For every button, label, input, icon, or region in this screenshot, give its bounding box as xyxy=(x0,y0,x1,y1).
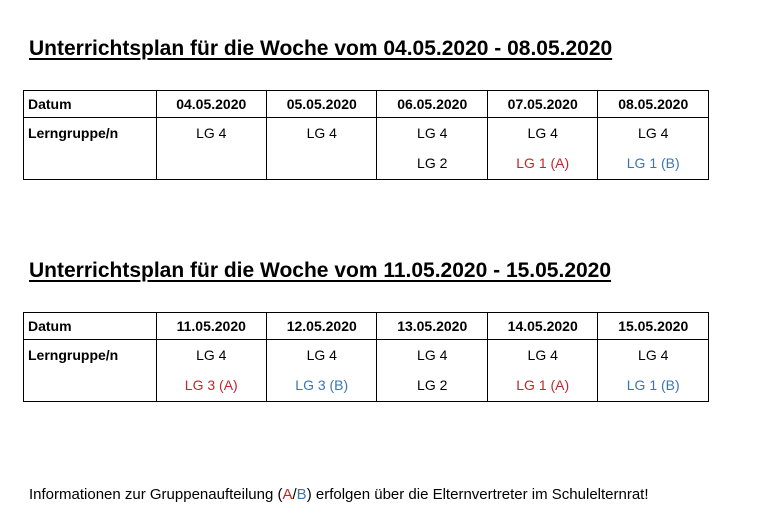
groups-cell: LG 4 LG 1 (B) xyxy=(597,339,709,402)
week1-schedule-table: Datum 04.05.2020 05.05.2020 06.05.2020 0… xyxy=(23,90,709,180)
groups-cell: LG 4 xyxy=(155,117,268,180)
group-entry: LG 4 xyxy=(527,125,558,141)
groups-cell: LG 4 LG 3 (B) xyxy=(265,339,378,402)
group-entry: LG 4 xyxy=(306,347,337,363)
groups-cell: LG 4 LG 1 (A) xyxy=(486,117,599,180)
group-entry: LG 4 xyxy=(638,125,669,141)
table-row: Lerngruppe/n LG 4 LG 3 (A) LG 4 LG 3 (B)… xyxy=(23,339,709,402)
groups-cell: LG 4 LG 2 xyxy=(376,117,488,180)
footer-note: Informationen zur Gruppenaufteilung (A/B… xyxy=(29,486,649,503)
groups-cell: LG 4 LG 1 (B) xyxy=(597,117,709,180)
group-entry: LG 4 xyxy=(417,125,448,141)
groups-cell: LG 4 LG 3 (A) xyxy=(155,339,268,402)
groups-cell: LG 4 xyxy=(265,117,378,180)
groups-row-label-cell: Lerngruppe/n xyxy=(23,117,157,180)
groups-row-label: Lerngruppe/n xyxy=(28,125,119,141)
week1-title: Unterrichtsplan für die Woche vom 04.05.… xyxy=(29,37,613,60)
group-entry-b: LG 3 (B) xyxy=(295,377,349,393)
date-row-label: Datum xyxy=(23,312,157,340)
group-entry: LG 4 xyxy=(196,125,227,141)
date-cell: 14.05.2020 xyxy=(486,312,599,340)
table-row: Datum 04.05.2020 05.05.2020 06.05.2020 0… xyxy=(23,90,709,118)
date-row-label: Datum xyxy=(23,90,157,118)
group-entry-b: LG 1 (B) xyxy=(626,377,680,393)
date-cell: 08.05.2020 xyxy=(597,90,709,118)
footer-text-after: ) erfolgen über die Elternvertreter im S… xyxy=(306,486,649,503)
group-entry: LG 4 xyxy=(527,347,558,363)
table-row: Datum 11.05.2020 12.05.2020 13.05.2020 1… xyxy=(23,312,709,340)
group-entry-a: LG 1 (A) xyxy=(516,155,570,171)
footer-text-before: Informationen zur Gruppenaufteilung ( xyxy=(29,486,283,503)
groups-row-label-cell: Lerngruppe/n xyxy=(23,339,157,402)
date-cell: 13.05.2020 xyxy=(376,312,488,340)
footer-group-a: A xyxy=(282,486,293,503)
group-entry: LG 4 xyxy=(638,347,669,363)
week2-schedule-table: Datum 11.05.2020 12.05.2020 13.05.2020 1… xyxy=(23,312,709,402)
date-cell: 06.05.2020 xyxy=(376,90,488,118)
group-entry-a: LG 3 (A) xyxy=(184,377,238,393)
groups-cell: LG 4 LG 2 xyxy=(376,339,488,402)
date-cell: 12.05.2020 xyxy=(265,312,378,340)
date-cell: 15.05.2020 xyxy=(597,312,709,340)
groups-cell: LG 4 LG 1 (A) xyxy=(486,339,599,402)
group-entry-a: LG 1 (A) xyxy=(516,377,570,393)
footer-slash: / xyxy=(292,486,297,503)
group-entry: LG 2 xyxy=(417,155,448,171)
week2-title: Unterrichtsplan für die Woche vom 11.05.… xyxy=(29,259,612,282)
group-entry: LG 4 xyxy=(417,347,448,363)
table-row: Lerngruppe/n LG 4 LG 4 LG 4 LG 2 LG 4 LG… xyxy=(23,117,709,180)
date-cell: 05.05.2020 xyxy=(265,90,378,118)
groups-row-label: Lerngruppe/n xyxy=(28,347,119,363)
footer-group-b: B xyxy=(296,486,307,503)
date-cell: 11.05.2020 xyxy=(155,312,268,340)
group-entry: LG 4 xyxy=(196,347,227,363)
group-entry: LG 2 xyxy=(417,377,448,393)
date-cell: 07.05.2020 xyxy=(486,90,599,118)
group-entry-b: LG 1 (B) xyxy=(626,155,680,171)
group-entry: LG 4 xyxy=(306,125,337,141)
date-cell: 04.05.2020 xyxy=(155,90,268,118)
